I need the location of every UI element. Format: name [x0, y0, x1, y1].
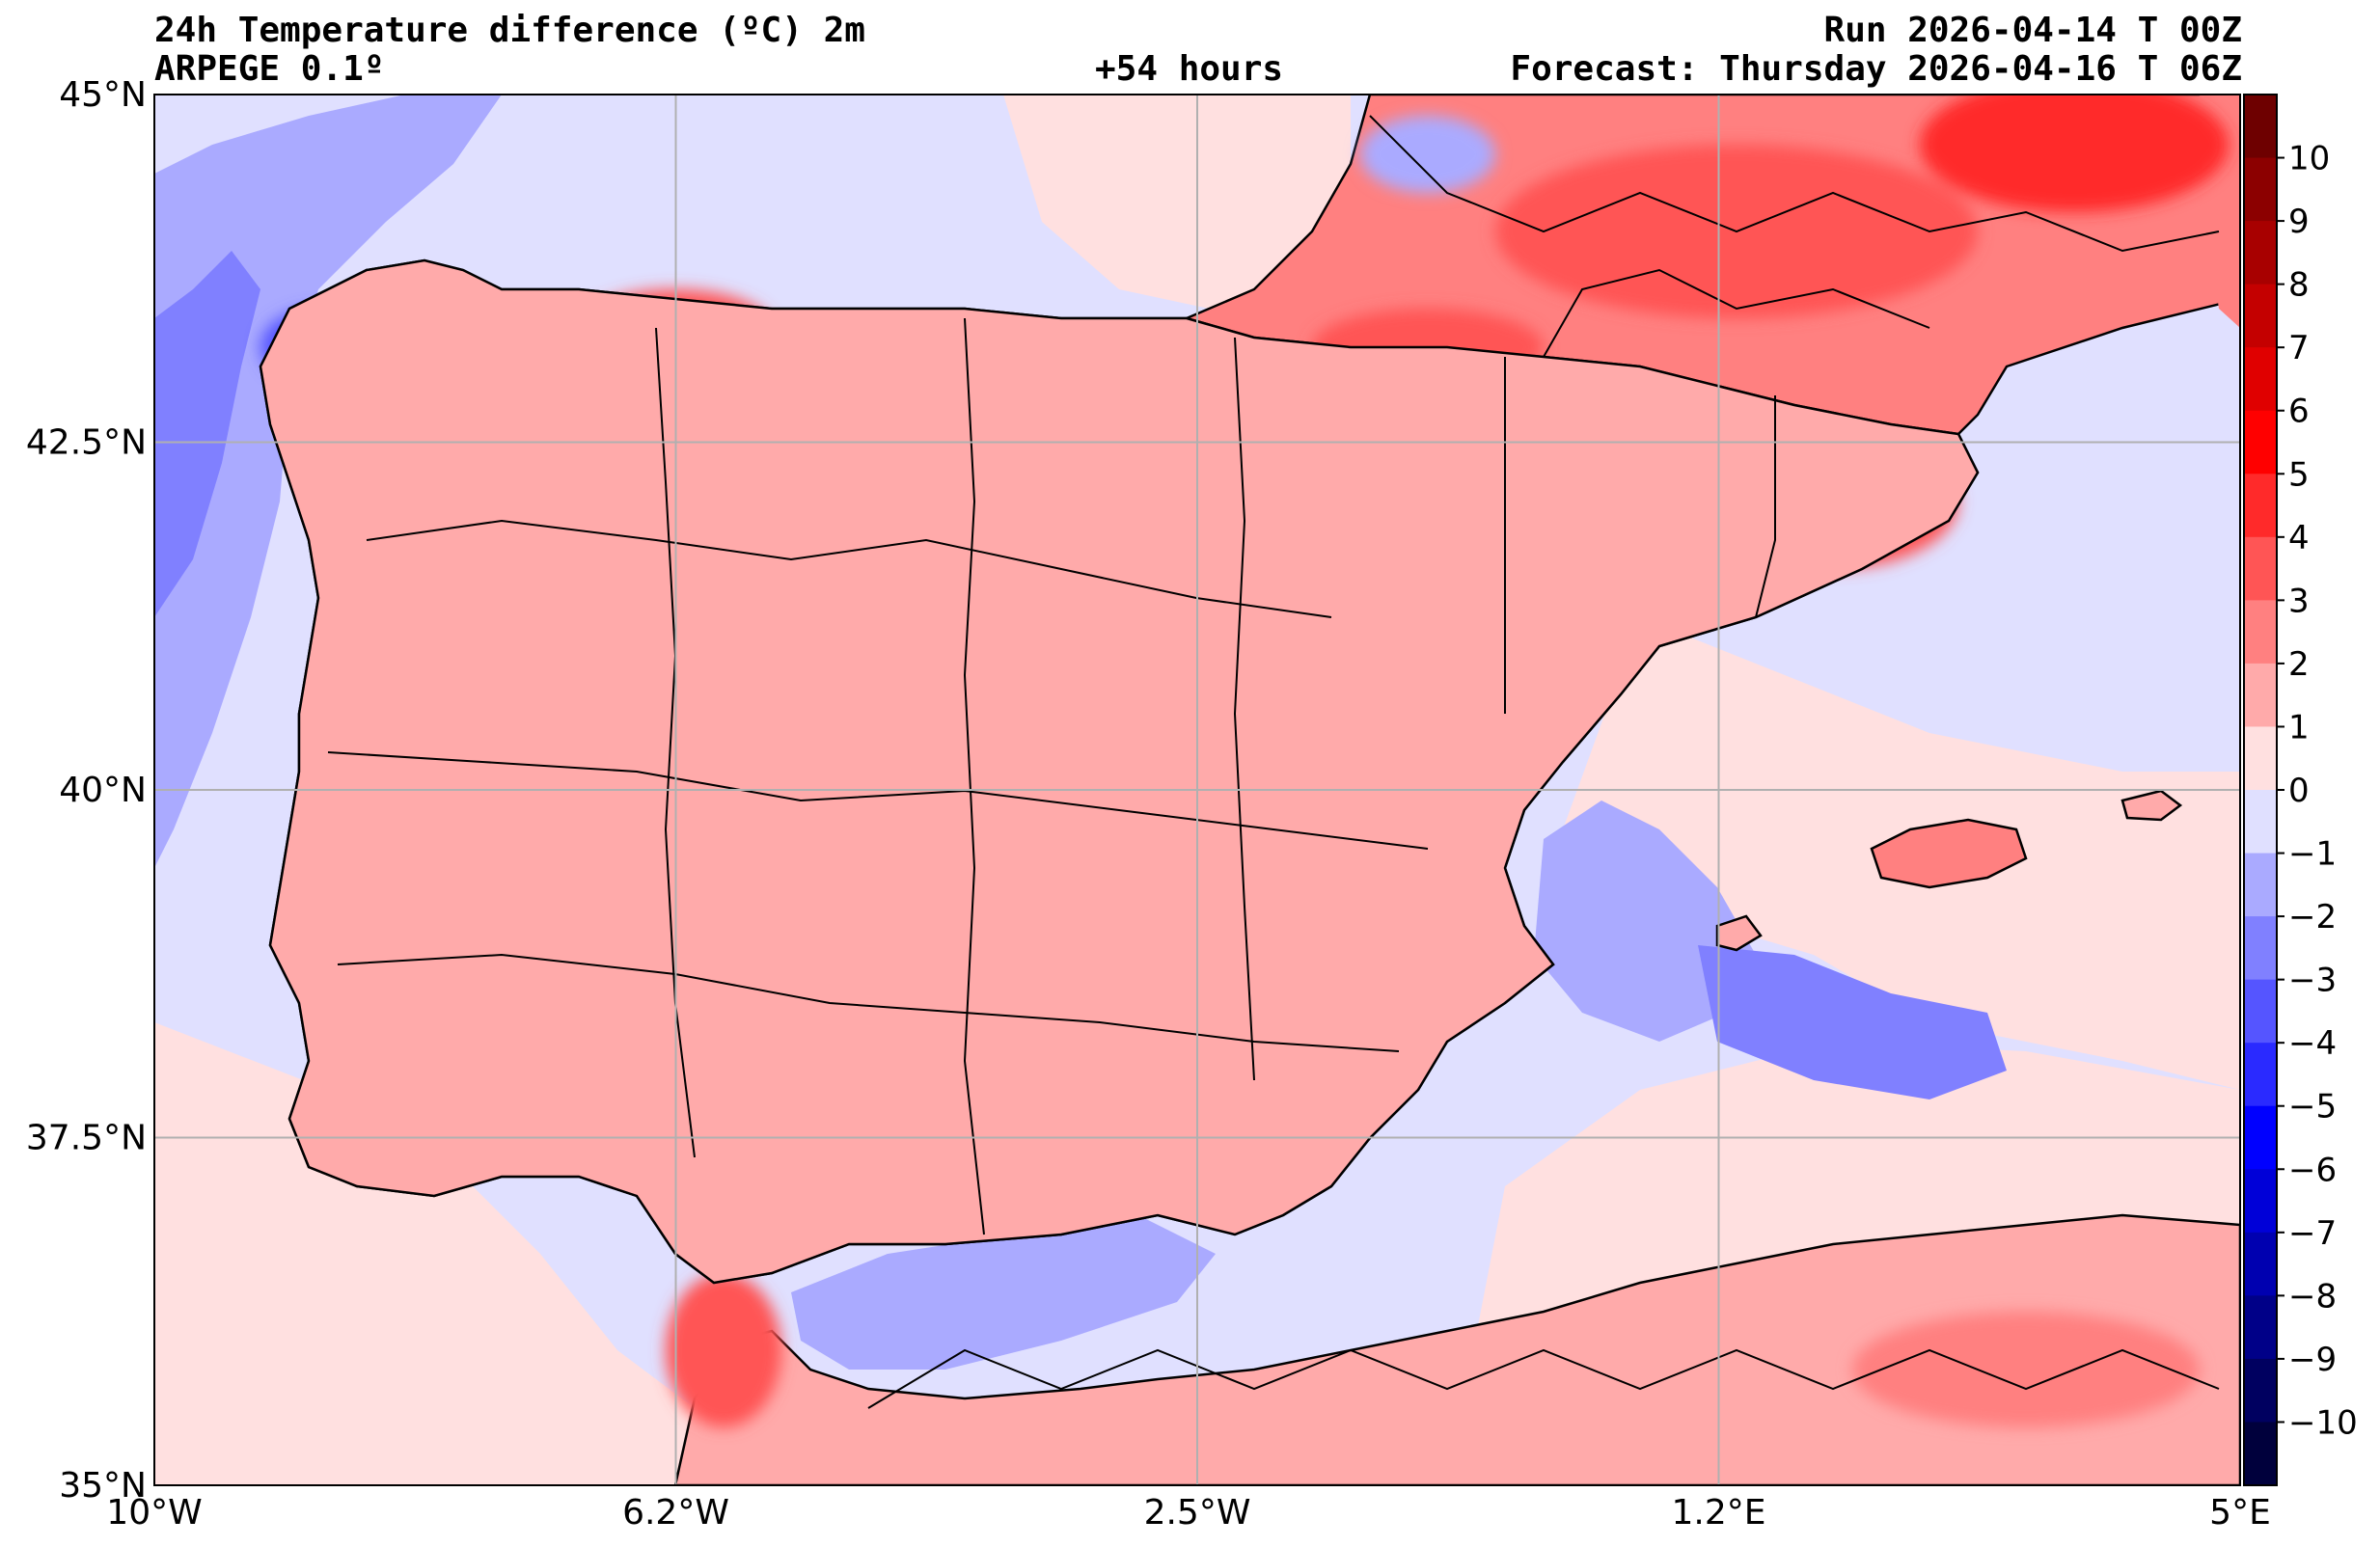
colorbar-tick-label: −2 — [2288, 898, 2337, 936]
colorbar-swatch — [2244, 221, 2277, 285]
model-label: ARPEGE 0.1º — [154, 49, 385, 89]
valencia-cold-sea — [1534, 801, 1756, 1042]
colorbar-swatch — [2244, 1232, 2277, 1296]
colorbar-swatch — [2244, 410, 2277, 475]
colorbar-tick-label: −5 — [2288, 1088, 2337, 1126]
lon-tick-label: 6.2°W — [622, 1493, 729, 1533]
map-title: 24h Temperature difference (ºC) 2m — [154, 11, 865, 50]
colorbar-swatch — [2244, 916, 2277, 981]
province-borders — [327, 115, 2220, 1409]
colorbar-swatch — [2244, 790, 2277, 855]
colorbar-tick-label: −1 — [2288, 835, 2337, 874]
lon-tick-label: 5°E — [2209, 1493, 2271, 1533]
colorbar-tick-label: 2 — [2288, 645, 2310, 684]
lat-tick-label: 45°N — [59, 75, 147, 115]
map-frame — [153, 94, 2241, 1486]
lat-tick-label: 40°N — [59, 771, 147, 810]
colorbar-swatch — [2244, 284, 2277, 348]
colorbar-tick-label: 4 — [2288, 519, 2310, 557]
balearic-cold-sea — [1698, 945, 2007, 1099]
colorbar-swatch — [2244, 600, 2277, 665]
colorbar-tick-label: 8 — [2288, 266, 2310, 305]
colorbar-tick-label: 9 — [2288, 203, 2310, 241]
colorbar-swatch — [2244, 1358, 2277, 1423]
lead-time-label: +54 hours — [1095, 49, 1284, 89]
colorbar-swatch — [2244, 1105, 2277, 1170]
latitude-labels: 45°N 42.5°N 40°N 37.5°N 35°N — [26, 75, 147, 1506]
colorbar-tick-label: 6 — [2288, 393, 2310, 431]
alboran-cold-sea — [791, 1215, 1216, 1370]
colorbar-tick-label: −3 — [2288, 962, 2337, 1000]
colorbar-swatch — [2244, 1043, 2277, 1107]
colorbar-swatch — [2244, 157, 2277, 222]
atlantic-cold-core — [154, 251, 260, 617]
ibiza — [1715, 914, 1763, 952]
forecast-label: Forecast: Thursday 2026-04-16 T 06Z — [1510, 49, 2242, 89]
colorbar-tick-label: 10 — [2288, 140, 2330, 178]
colorbar-tick-label: 5 — [2288, 455, 2310, 494]
colorbar-swatch — [2244, 853, 2277, 917]
longitude-labels: 10°W 6.2°W 2.5°W 1.2°E 5°E — [106, 1493, 2271, 1533]
colorbar-swatch — [2244, 1295, 2277, 1360]
colorbar-swatch — [2244, 663, 2277, 727]
colorbar-swatch — [2244, 95, 2277, 159]
colorbar-tick-label: 7 — [2288, 329, 2310, 367]
colorbar-tick-label: 1 — [2288, 708, 2310, 746]
biscay-warm-sea — [1003, 95, 1351, 318]
colorbar-swatch — [2244, 347, 2277, 412]
lon-tick-label: 2.5°W — [1144, 1493, 1251, 1533]
lon-tick-label: 1.2°E — [1672, 1493, 1766, 1533]
colorbar-tick-label: −8 — [2288, 1277, 2337, 1316]
colorbar-tick-label: −6 — [2288, 1151, 2337, 1189]
colorbar-tick-label: −4 — [2288, 1024, 2337, 1063]
colorbar-swatch — [2244, 726, 2277, 791]
colorbar-swatch — [2244, 536, 2277, 601]
colorbar-swatch — [2244, 474, 2277, 538]
colorbar-swatch — [2244, 1169, 2277, 1234]
lat-tick-label: 42.5°N — [26, 423, 147, 463]
colorbar-swatch — [2244, 1422, 2277, 1486]
mallorca — [1870, 818, 2028, 889]
lat-tick-label: 37.5°N — [26, 1119, 147, 1158]
run-label: Run 2026-04-14 T 00Z — [1823, 11, 2242, 50]
graticule — [154, 95, 2240, 1485]
north-africa — [673, 1213, 2240, 1485]
colorbar-tick-label: 3 — [2288, 582, 2310, 620]
colorbar-tick-label: −7 — [2288, 1214, 2337, 1253]
lon-tick-label: 10°W — [106, 1493, 202, 1533]
colorbar-tick-label: −10 — [2288, 1403, 2358, 1442]
lat-tick-label: 35°N — [59, 1466, 147, 1506]
colorbar-swatch — [2244, 979, 2277, 1044]
colorbar-tick-label: −9 — [2288, 1341, 2337, 1379]
menorca — [2120, 789, 2183, 822]
colorbar-tick-label: 0 — [2288, 772, 2310, 810]
colorbar — [2244, 95, 2277, 1486]
